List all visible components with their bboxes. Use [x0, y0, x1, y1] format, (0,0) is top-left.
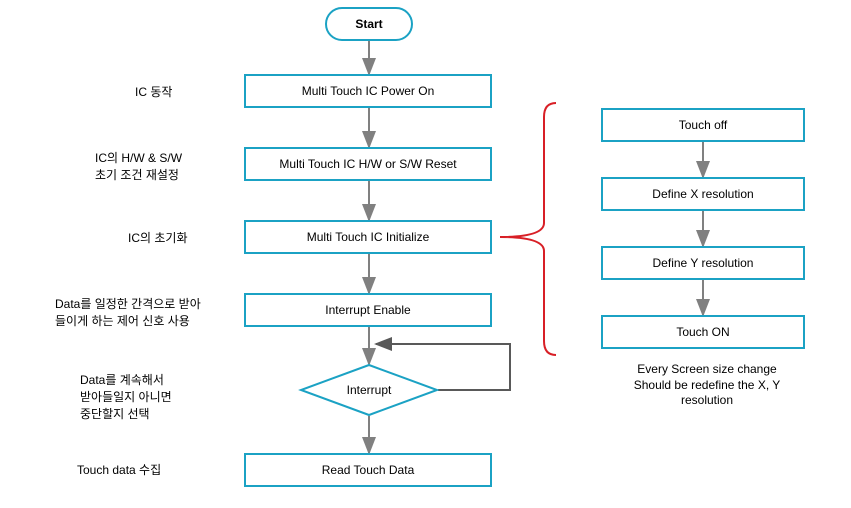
define-x-label: Define X resolution — [652, 187, 753, 201]
flowchart-canvas: Start Multi Touch IC Power On Multi Touc… — [0, 0, 851, 508]
touch-off-node: Touch off — [601, 108, 805, 142]
annotation-ic-operation: IC 동작 — [135, 84, 172, 101]
side-caption: Every Screen size change Should be redef… — [612, 362, 802, 409]
reset-label: Multi Touch IC H/W or S/W Reset — [279, 157, 456, 171]
read-data-label: Read Touch Data — [322, 463, 415, 477]
annotation-reset: IC의 H/W & S/W 초기 조건 재설정 — [95, 150, 182, 184]
touch-off-label: Touch off — [679, 118, 727, 132]
interrupt-enable-node: Interrupt Enable — [244, 293, 492, 327]
interrupt-decision-node: Interrupt — [300, 364, 438, 416]
annotation-initialize: IC의 초기화 — [128, 230, 188, 247]
annotation-interrupt: Data를 계속해서 받아들일지 아니면 중단할지 선택 — [80, 372, 172, 422]
define-x-node: Define X resolution — [601, 177, 805, 211]
annotation-interrupt-enable: Data를 일정한 간격으로 받아 들이게 하는 제어 신호 사용 — [55, 296, 201, 330]
interrupt-enable-label: Interrupt Enable — [325, 303, 410, 317]
power-on-label: Multi Touch IC Power On — [302, 84, 435, 98]
read-data-node: Read Touch Data — [244, 453, 492, 487]
initialize-label: Multi Touch IC Initialize — [307, 230, 430, 244]
start-node: Start — [325, 7, 413, 41]
define-y-label: Define Y resolution — [653, 256, 754, 270]
define-y-node: Define Y resolution — [601, 246, 805, 280]
initialize-node: Multi Touch IC Initialize — [244, 220, 492, 254]
start-label: Start — [355, 17, 382, 31]
power-on-node: Multi Touch IC Power On — [244, 74, 492, 108]
curly-brace — [500, 103, 556, 355]
interrupt-label: Interrupt — [300, 364, 438, 416]
annotation-read-data: Touch data 수집 — [77, 462, 161, 479]
touch-on-node: Touch ON — [601, 315, 805, 349]
touch-on-label: Touch ON — [676, 325, 729, 339]
reset-node: Multi Touch IC H/W or S/W Reset — [244, 147, 492, 181]
